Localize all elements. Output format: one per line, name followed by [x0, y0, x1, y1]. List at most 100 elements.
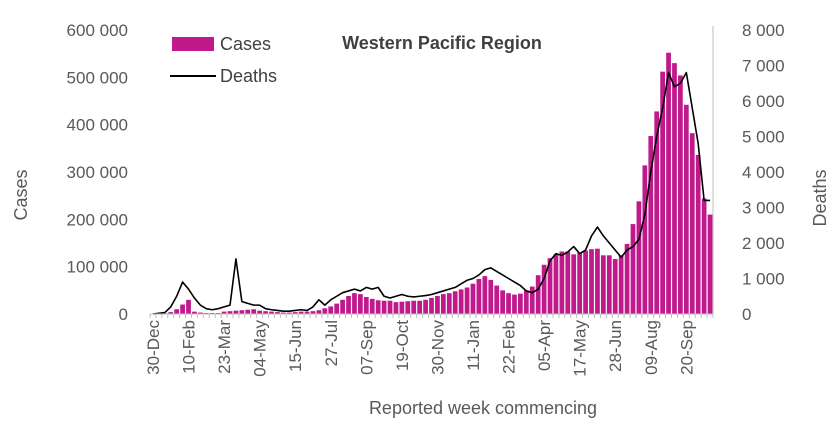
y-right-tick-label: 4 000 — [742, 163, 785, 182]
y-right-tick-label: 1 000 — [742, 270, 785, 289]
x-tick-label: 30-Nov — [428, 320, 447, 375]
cases-bar — [286, 312, 292, 314]
x-tick-label: 15-Jun — [286, 320, 305, 372]
cases-bar — [476, 278, 482, 314]
cases-bar — [535, 275, 541, 314]
cases-bar — [642, 165, 648, 314]
cases-bar — [654, 111, 660, 314]
cases-bar — [310, 311, 316, 314]
y-left-tick-label: 0 — [119, 305, 128, 324]
cases-bar — [518, 293, 523, 314]
cases-bar — [180, 304, 185, 314]
cases-bar — [612, 259, 618, 314]
cases-bar — [618, 255, 624, 314]
cases-bar — [512, 294, 517, 314]
chart-title: Western Pacific Region — [342, 33, 542, 53]
cases-bar — [429, 297, 434, 314]
y-right-tick-label: 8 000 — [742, 21, 785, 40]
left-axis-ticks: 0 100 000 200 000 300 000 400 000 500 000 600 … — [67, 21, 128, 324]
cases-bar — [411, 300, 417, 314]
x-tick-label: 05-Apr — [535, 320, 554, 371]
cases-bar — [529, 286, 535, 314]
cases-bar — [666, 52, 671, 314]
cases-bar — [440, 294, 446, 314]
cases-bar — [559, 251, 565, 314]
legend: Cases Deaths — [170, 34, 277, 86]
cases-bar — [328, 306, 334, 314]
x-tick-label: 28-Jun — [606, 320, 625, 372]
cases-bar — [393, 302, 399, 314]
cases-bar — [689, 133, 695, 314]
y-right-tick-label: 2 000 — [742, 234, 785, 253]
x-tick-label: 22-Feb — [500, 320, 519, 374]
x-tick-label: 10-Feb — [180, 320, 199, 374]
cases-bar — [553, 254, 559, 314]
cases-bar — [583, 250, 588, 314]
cases-bar — [624, 243, 630, 314]
legend-deaths-label: Deaths — [220, 66, 277, 86]
cases-bar — [435, 296, 440, 314]
cases-bar — [233, 310, 239, 314]
cases-bar — [606, 255, 612, 314]
cases-bar — [494, 285, 500, 314]
y-left-tick-label: 200 000 — [67, 210, 128, 229]
cases-bar — [541, 264, 547, 314]
cases-bar — [334, 303, 340, 314]
cases-bar — [405, 301, 411, 314]
x-tick-label: 11-Jan — [464, 320, 483, 371]
cases-bar — [263, 311, 268, 314]
x-tick-label: 07-Sep — [357, 320, 376, 375]
cases-bar — [600, 255, 606, 314]
y-left-tick-label: 300 000 — [67, 163, 128, 182]
cases-bar — [571, 254, 577, 314]
cases-bar — [701, 198, 707, 314]
axes — [150, 26, 714, 315]
cases-bar — [446, 293, 452, 314]
cases-bar — [707, 214, 713, 314]
cases-bar — [488, 279, 494, 314]
x-tick-label: 23-Mar — [215, 320, 234, 374]
cases-bar — [387, 300, 393, 314]
cases-bar — [239, 310, 245, 314]
y-axis-left-title: Cases — [11, 169, 31, 220]
cases-bar — [399, 301, 405, 314]
cases-bar — [577, 252, 583, 314]
cases-bar — [245, 309, 251, 314]
x-tick-label: 04-May — [251, 320, 270, 377]
cases-bar — [298, 311, 304, 314]
cases-bar — [458, 289, 464, 314]
cases-bar — [523, 290, 529, 314]
cases-bar — [648, 136, 654, 314]
x-tick-label: 30-Dec — [144, 320, 163, 375]
x-tick-label: 20-Sep — [677, 320, 696, 375]
cases-bar — [251, 309, 257, 314]
y-axis-right-title: Deaths — [810, 169, 830, 226]
cases-bar — [381, 300, 387, 314]
cases-bar — [636, 201, 642, 314]
cases-bar — [417, 300, 423, 314]
cases-bar — [565, 251, 571, 314]
cases-bar — [322, 308, 328, 314]
legend-cases-label: Cases — [220, 34, 271, 54]
cases-bar — [375, 300, 381, 314]
cases-bar — [506, 293, 511, 314]
cases-bar — [198, 312, 203, 314]
cases-bar — [547, 258, 553, 314]
cases-bar — [304, 311, 310, 314]
cases-bar — [683, 104, 689, 314]
cases-bar — [358, 294, 363, 314]
x-axis-ticks: 30-Dec 10-Feb 23-Mar 04-May 15-Jun 27-Jul 07-S… — [144, 314, 714, 377]
cases-bar — [672, 63, 677, 314]
x-tick-label: 17-May — [571, 320, 590, 377]
cases-bar — [630, 224, 636, 314]
cases-bar — [660, 71, 665, 315]
cases-bar — [470, 283, 476, 314]
cases-bar — [482, 276, 488, 314]
y-right-tick-label: 7 000 — [742, 57, 785, 76]
cases-bar — [464, 287, 470, 314]
cases-bar — [363, 296, 369, 314]
cases-bar — [186, 299, 191, 314]
right-axis-ticks: 0 1 000 2 000 3 000 4 000 5 000 6 000 7 000 8 00… — [742, 21, 785, 324]
cases-bar — [316, 310, 322, 314]
x-tick-label: 09-Aug — [642, 320, 661, 375]
